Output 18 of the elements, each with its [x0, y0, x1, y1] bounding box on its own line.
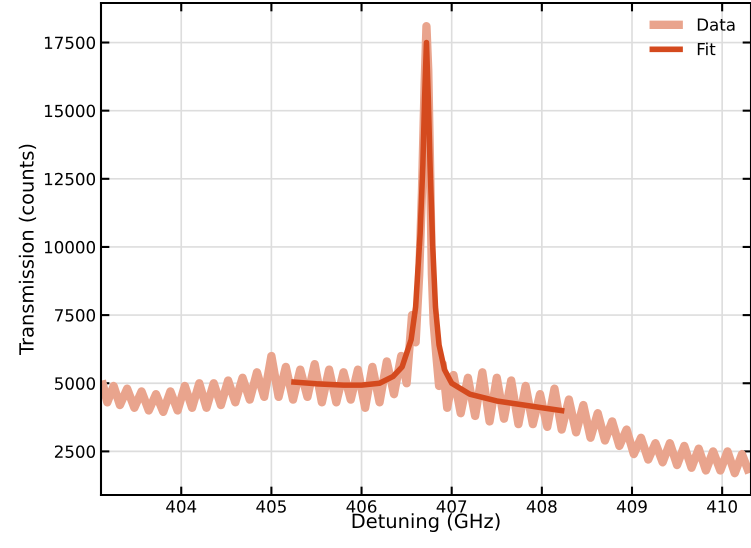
x-tick-label: 410 — [707, 500, 737, 513]
y-tick-label: 7500 — [55, 309, 96, 322]
y-tick-label: 12500 — [44, 172, 96, 186]
y-tick-label: 2500 — [54, 445, 96, 458]
y-tick-label: 17500 — [44, 36, 96, 50]
y-tick-label: 10000 — [44, 240, 96, 254]
x-tick-label: 405 — [256, 500, 286, 513]
x-tick-label: 407 — [436, 500, 466, 513]
legend-label: Data — [698, 18, 734, 31]
legend-label: Fit — [698, 42, 716, 56]
x-axis-title: Detuning (GHz) — [352, 513, 500, 532]
y-tick-label: 5000 — [55, 377, 96, 390]
y-axis-title: Transmission (counts) — [18, 144, 36, 356]
x-tick-label: 408 — [526, 500, 557, 513]
x-tick-label: 409 — [616, 500, 647, 513]
x-tick-label: 406 — [346, 500, 376, 513]
y-tick-label: 15000 — [44, 104, 96, 118]
x-tick-label: 404 — [166, 500, 196, 513]
